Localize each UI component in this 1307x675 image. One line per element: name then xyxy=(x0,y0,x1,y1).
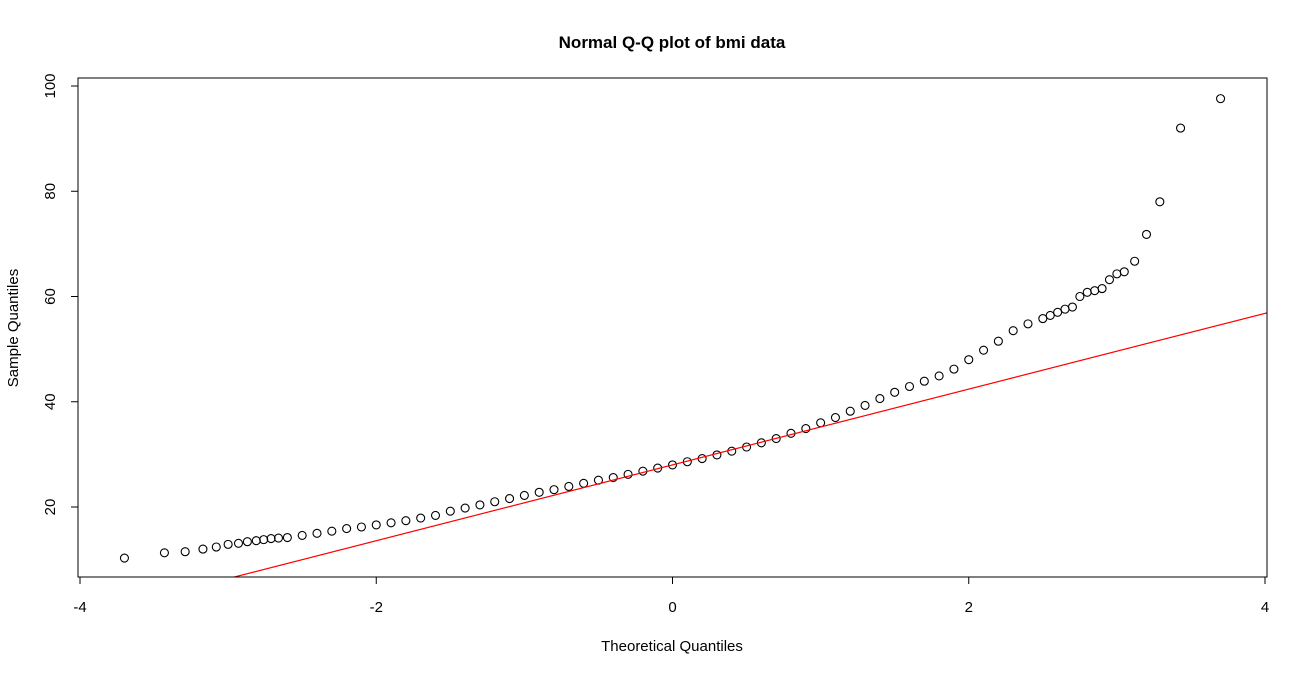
qq-point xyxy=(297,530,307,540)
qq-point xyxy=(667,460,678,470)
qq-point xyxy=(1141,229,1152,239)
qq-point xyxy=(1104,275,1115,285)
qq-point xyxy=(1008,326,1018,336)
qq-point xyxy=(1053,307,1063,317)
qq-point xyxy=(1045,310,1055,320)
qq-point xyxy=(890,387,900,397)
x-tick-label: -2 xyxy=(370,599,383,616)
qq-point xyxy=(1176,123,1186,133)
qq-point xyxy=(1067,302,1077,312)
qq-point xyxy=(771,434,781,444)
qq-point xyxy=(534,487,544,497)
qq-point xyxy=(1082,287,1092,297)
qq-point xyxy=(875,394,885,404)
qq-point xyxy=(445,506,455,516)
qq-point xyxy=(1023,319,1033,329)
qq-point xyxy=(860,400,870,410)
chart-title: Normal Q-Q plot of bmi data xyxy=(559,33,786,52)
qq-point xyxy=(830,412,840,423)
qq-point xyxy=(579,478,589,488)
qq-point xyxy=(460,503,470,513)
qq-point xyxy=(371,520,381,530)
qq-point xyxy=(475,500,485,510)
x-tick-label: 2 xyxy=(965,599,973,616)
qq-point xyxy=(608,472,618,483)
qq-point xyxy=(1216,94,1226,104)
qq-point xyxy=(211,542,221,552)
points-layer xyxy=(119,94,1226,563)
qq-point xyxy=(282,532,292,543)
qq-point xyxy=(490,497,500,507)
qq-point xyxy=(964,355,974,365)
y-tick-label: 20 xyxy=(42,499,59,516)
qq-point xyxy=(401,516,411,526)
qq-point xyxy=(919,376,929,386)
qq-point xyxy=(623,469,633,479)
qq-point xyxy=(327,526,337,536)
qq-point xyxy=(1038,314,1048,324)
qq-point xyxy=(233,538,244,548)
qq-reference-line xyxy=(231,312,1267,577)
y-axis: 20 40 60 80 100 xyxy=(42,73,79,516)
qq-point xyxy=(180,547,190,557)
qq-point xyxy=(223,539,233,549)
plot-frame xyxy=(77,77,1268,578)
qq-point xyxy=(1075,291,1085,302)
qq-point xyxy=(1112,269,1122,279)
x-tick-label: -4 xyxy=(73,599,86,616)
qq-point xyxy=(1097,284,1107,294)
qq-point xyxy=(519,490,529,500)
x-axis: -4 -2 0 2 4 xyxy=(73,576,1269,616)
y-axis-label: Sample Quantiles xyxy=(5,269,22,387)
qq-point xyxy=(801,424,811,434)
qq-point xyxy=(1130,256,1140,266)
y-tick-label: 40 xyxy=(42,393,59,410)
qq-point xyxy=(564,481,574,492)
qq-point xyxy=(816,418,826,428)
qq-point xyxy=(259,535,269,545)
x-tick-label: 4 xyxy=(1261,599,1269,616)
qq-point xyxy=(949,364,959,374)
qq-point xyxy=(356,522,366,532)
qq-point xyxy=(119,553,129,563)
qq-point xyxy=(198,544,208,554)
y-tick-label: 60 xyxy=(42,288,59,305)
qq-point xyxy=(712,450,722,460)
x-axis-label: Theoretical Quantiles xyxy=(601,638,743,655)
qq-point xyxy=(979,345,989,355)
reference-line-layer xyxy=(231,312,1267,577)
qq-point xyxy=(242,537,252,547)
qq-point xyxy=(273,533,284,543)
qq-point xyxy=(904,381,915,392)
qq-point xyxy=(416,513,426,523)
qq-point xyxy=(386,518,396,528)
qq-point xyxy=(159,548,169,558)
y-tick-label: 100 xyxy=(42,73,59,98)
qq-point xyxy=(505,494,515,504)
qq-point xyxy=(845,406,855,416)
y-tick-label: 80 xyxy=(42,183,59,200)
qq-point xyxy=(430,510,441,520)
qq-point xyxy=(1119,267,1129,277)
qq-point xyxy=(342,524,352,534)
qq-point xyxy=(1155,197,1165,207)
qq-point xyxy=(993,336,1003,346)
qq-point xyxy=(312,528,322,538)
qq-point xyxy=(1060,304,1070,314)
x-tick-label: 0 xyxy=(668,599,676,616)
qq-point xyxy=(934,371,944,381)
qq-point xyxy=(1090,286,1100,296)
qq-point xyxy=(251,536,261,546)
qq-point xyxy=(266,534,276,544)
qq-point xyxy=(549,485,559,495)
